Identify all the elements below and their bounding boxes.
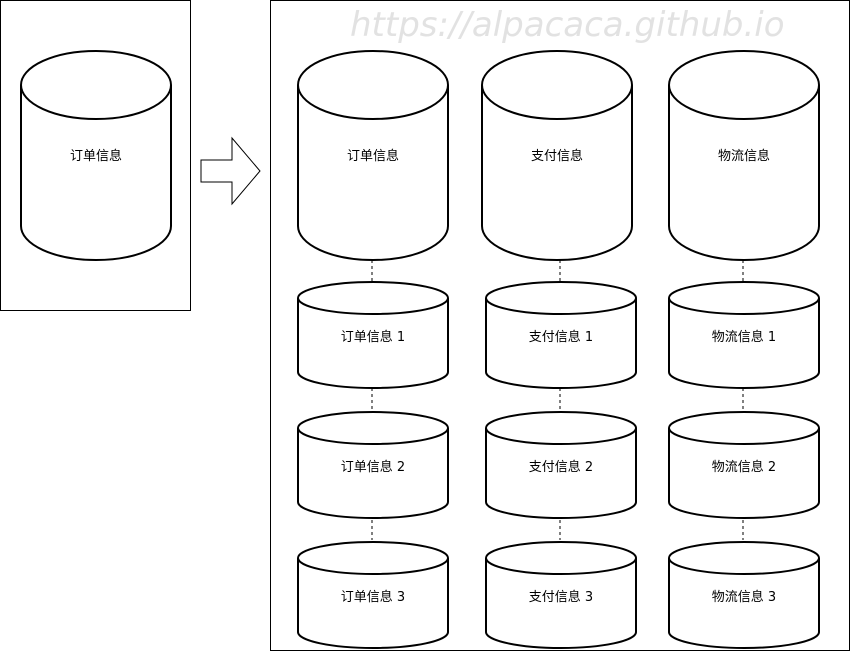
shard-label: 支付信息 2 (529, 459, 593, 475)
top-cylinder: 物流信息 (668, 50, 820, 261)
top-cylinder-label: 订单信息 (347, 148, 399, 164)
shard-cylinder: 物流信息 2 (668, 411, 820, 519)
shard-cylinder: 支付信息 3 (485, 541, 637, 649)
shard-label: 物流信息 1 (712, 329, 776, 345)
shard-cylinder: 支付信息 1 (485, 281, 637, 389)
shard-cylinder: 订单信息 3 (297, 541, 449, 649)
shard-label: 支付信息 3 (529, 589, 593, 605)
shard-label: 物流信息 3 (712, 589, 776, 605)
shard-cylinder: 订单信息 2 (297, 411, 449, 519)
shard-cylinder: 物流信息 3 (668, 541, 820, 649)
column-logistics: 物流信息 物流信息 1 物流信息 2 物流信息 3 (668, 50, 820, 649)
shard-label: 订单信息 2 (341, 459, 405, 475)
shard-cylinder: 物流信息 1 (668, 281, 820, 389)
shard-label: 订单信息 3 (341, 589, 405, 605)
top-cylinder: 支付信息 (481, 50, 633, 261)
shard-label: 订单信息 1 (341, 329, 405, 345)
watermark-text: https://alpacaca.github.io (350, 5, 785, 45)
column-payment: 支付信息 支付信息 1 支付信息 2 支付信息 3 (481, 50, 637, 649)
target-frame (270, 0, 850, 651)
top-cylinder-label: 支付信息 (531, 148, 583, 164)
shard-label: 物流信息 2 (712, 459, 776, 475)
shard-cylinder: 订单信息 1 (297, 281, 449, 389)
transform-arrow-icon (200, 136, 261, 206)
shard-cylinder: 支付信息 2 (485, 411, 637, 519)
source-frame (0, 0, 191, 311)
shard-label: 支付信息 1 (529, 329, 593, 345)
top-cylinder-label: 物流信息 (718, 148, 770, 164)
column-order: 订单信息 订单信息 1 订单信息 2 订单信息 3 (297, 50, 449, 649)
source-cylinder: 订单信息 (20, 50, 172, 261)
source-label: 订单信息 (70, 148, 122, 164)
top-cylinder: 订单信息 (297, 50, 449, 261)
